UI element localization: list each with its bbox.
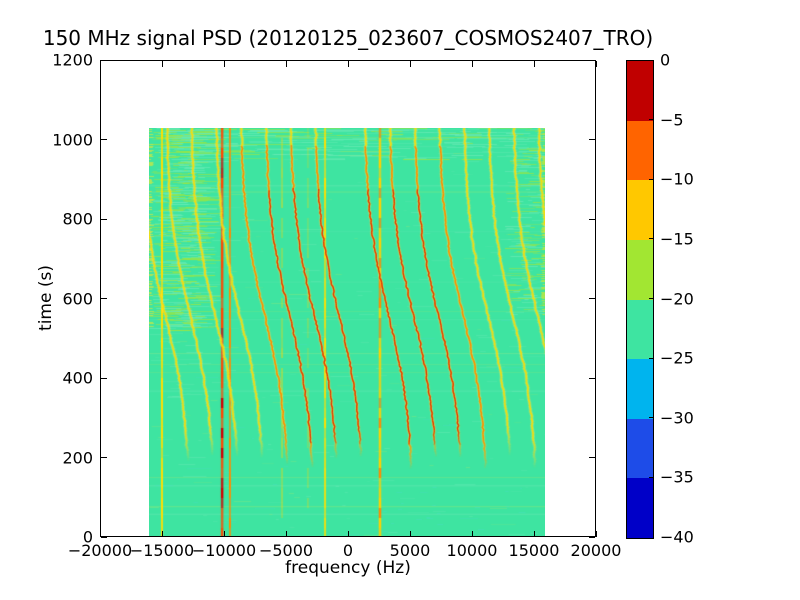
x-tick-label: −10000 xyxy=(191,541,257,560)
y-tick-mark-left xyxy=(101,377,107,379)
x-tick-mark-top xyxy=(223,61,225,67)
colorbar-tick-label: −25 xyxy=(660,348,694,368)
x-axis-label: frequency (Hz) xyxy=(285,558,411,578)
y-tick-mark-left xyxy=(101,218,107,220)
colorbar-tick-mark xyxy=(649,119,653,121)
colorbar-segment xyxy=(627,359,653,419)
colorbar-tick-label: −30 xyxy=(660,408,694,428)
y-tick-label: 600 xyxy=(62,289,93,308)
colorbar-tick-label: −5 xyxy=(660,110,684,130)
x-tick-mark-top xyxy=(471,61,473,67)
x-tick-label: −20000 xyxy=(67,541,133,560)
colorbar-tick-mark xyxy=(649,178,653,180)
y-tick-label: 400 xyxy=(62,368,93,388)
plot-title: 150 MHz signal PSD (20120125_023607_COSM… xyxy=(42,26,654,50)
y-tick-label: 1000 xyxy=(52,130,93,149)
y-tick-label: 1200 xyxy=(52,50,93,70)
y-tick-mark-left xyxy=(101,59,107,61)
y-tick-mark-right xyxy=(589,298,595,299)
x-tick-mark-top xyxy=(595,61,597,67)
y-tick-mark-right xyxy=(589,536,595,538)
colorbar-tick-label: −35 xyxy=(660,467,694,487)
x-tick-mark-top xyxy=(99,61,101,67)
colorbar-tick-label: −15 xyxy=(660,229,694,249)
colorbar xyxy=(626,60,654,539)
x-tick-mark-top xyxy=(533,61,535,67)
colorbar-segment xyxy=(627,239,653,300)
x-tick-mark-bottom xyxy=(409,531,411,537)
y-tick-mark-right xyxy=(589,59,595,61)
colorbar-segment xyxy=(627,120,653,181)
x-tick-mark-top xyxy=(409,61,411,67)
colorbar-tick-mark xyxy=(649,476,653,478)
x-tick-mark-top xyxy=(347,61,349,67)
y-tick-mark-right xyxy=(589,218,595,220)
x-tick-label: 0 xyxy=(342,541,354,560)
x-tick-label: −15000 xyxy=(129,541,195,560)
y-tick-mark-left xyxy=(101,457,107,458)
y-tick-label: 0 xyxy=(82,527,93,547)
y-tick-mark-left xyxy=(101,139,107,140)
colorbar-tick-label: −20 xyxy=(660,289,694,308)
colorbar-tick-label: −40 xyxy=(660,527,694,547)
colorbar-tick-label: 0 xyxy=(660,50,671,70)
spectrogram-heatmap xyxy=(149,128,545,537)
y-tick-mark-right xyxy=(589,457,595,458)
x-tick-mark-top xyxy=(285,61,287,67)
x-tick-mark-bottom xyxy=(161,531,163,537)
plot-area-border xyxy=(100,60,596,537)
x-tick-label: −5000 xyxy=(258,541,314,560)
x-tick-label: 5000 xyxy=(389,541,431,560)
colorbar-segment xyxy=(627,418,653,479)
colorbar-tick-mark xyxy=(649,298,653,299)
colorbar-tick-mark xyxy=(649,357,653,359)
y-tick-label: 800 xyxy=(62,209,93,229)
x-tick-label: 15000 xyxy=(508,541,560,560)
y-tick-label: 200 xyxy=(62,448,93,467)
y-tick-mark-right xyxy=(589,377,595,379)
x-tick-label: 10000 xyxy=(446,541,498,560)
x-tick-mark-bottom xyxy=(533,531,535,537)
colorbar-segment xyxy=(627,478,653,538)
x-tick-mark-bottom xyxy=(471,531,473,537)
colorbar-segment xyxy=(627,61,653,121)
x-tick-mark-bottom xyxy=(285,531,287,537)
colorbar-segment xyxy=(627,299,653,360)
x-tick-mark-bottom xyxy=(223,531,225,537)
x-tick-mark-bottom xyxy=(347,531,349,537)
x-tick-label: 20000 xyxy=(570,541,622,560)
colorbar-tick-mark xyxy=(649,238,653,240)
colorbar-tick-mark xyxy=(649,417,653,419)
colorbar-tick-label: −10 xyxy=(660,169,694,189)
y-tick-mark-right xyxy=(589,139,595,140)
x-tick-mark-bottom xyxy=(595,531,597,537)
x-tick-mark-bottom xyxy=(99,531,101,537)
colorbar-segment xyxy=(627,180,653,240)
y-tick-mark-left xyxy=(101,536,107,538)
y-tick-mark-left xyxy=(101,298,107,299)
x-tick-mark-top xyxy=(161,61,163,67)
